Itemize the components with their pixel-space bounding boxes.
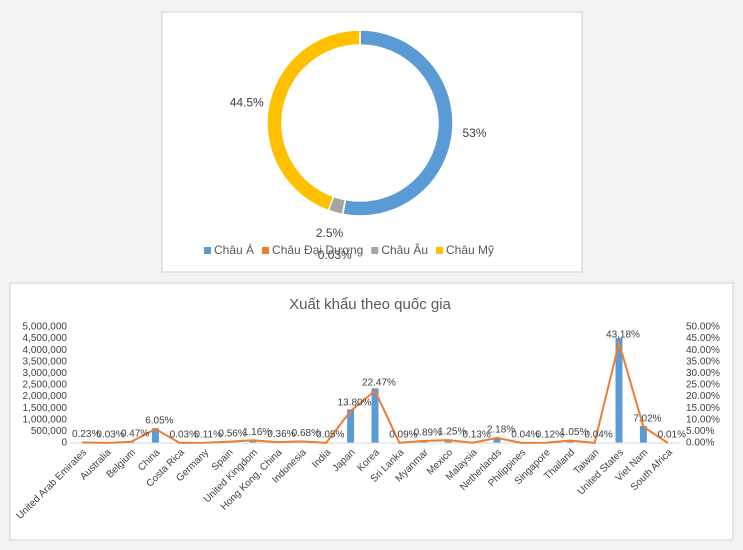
bar: [493, 437, 501, 443]
y2-tick-label: 20.00%: [686, 391, 720, 402]
data-label: 1.16%: [243, 427, 271, 438]
y2-tick-label: 10.00%: [686, 414, 720, 425]
y-tick-label: 2,000,000: [23, 391, 68, 402]
bar: [347, 409, 355, 443]
data-label: 2.5%: [316, 226, 344, 240]
data-label: 0.12%: [536, 429, 564, 440]
data-label: 0.05%: [316, 430, 344, 441]
data-label: 1.05%: [560, 427, 588, 438]
y-tick-label: 5,000,000: [23, 322, 68, 333]
y2-tick-label: 30.00%: [686, 368, 720, 379]
legend-label: Châu Á: [214, 242, 254, 257]
bar: [444, 439, 452, 443]
y2-tick-label: 45.00%: [686, 333, 720, 344]
y2-tick-label: 35.00%: [686, 356, 720, 367]
data-label: 53%: [462, 126, 486, 140]
line: [82, 338, 669, 444]
y-tick-label: 3,500,000: [23, 356, 68, 367]
bar: [615, 337, 623, 443]
legend-swatch: [371, 247, 379, 254]
legend-swatch: [262, 247, 270, 254]
data-label: 43.18%: [606, 329, 640, 340]
bar: [249, 440, 257, 443]
data-label: 0.11%: [194, 429, 222, 440]
donut-slice: [266, 29, 361, 212]
data-label: 0.23%: [72, 429, 100, 440]
data-label: 0.03%: [96, 430, 124, 441]
y2-tick-label: 50.00%: [686, 322, 720, 333]
y-tick-label: 1,000,000: [23, 414, 68, 425]
y2-tick-label: 25.00%: [686, 380, 720, 391]
data-label: 0.04%: [584, 430, 612, 441]
y-tick-label: 500,000: [31, 426, 68, 437]
y2-tick-label: 15.00%: [686, 403, 720, 414]
data-label: 0.03%: [318, 248, 352, 262]
legend-swatch: [436, 247, 444, 254]
legend-label: Châu Đại Dương: [272, 243, 363, 257]
legend-swatch: [204, 247, 211, 254]
y-tick-label: 3,000,000: [23, 368, 68, 379]
data-label: 7.02%: [633, 413, 661, 424]
y2-tick-label: 0.00%: [686, 438, 714, 449]
data-label: 1.25%: [438, 427, 466, 438]
chart-title: Xuất khẩu theo quốc gia: [289, 296, 451, 313]
data-label: 0.09%: [389, 429, 417, 440]
y2-tick-label: 40.00%: [686, 345, 720, 356]
data-label: 0.03%: [170, 430, 198, 441]
data-label: 13.80%: [338, 398, 372, 409]
data-label: 0.56%: [218, 428, 246, 439]
data-label: 0.89%: [414, 428, 442, 439]
data-label: 0.13%: [462, 429, 490, 440]
data-label: 0.47%: [121, 429, 149, 440]
data-label: 6.05%: [145, 416, 173, 427]
data-label: 0.68%: [292, 428, 320, 439]
bar: [566, 440, 574, 443]
data-label: 2.18%: [487, 425, 515, 436]
data-label: 0.04%: [511, 430, 539, 441]
y2-tick-label: 5.00%: [686, 426, 714, 437]
data-label: 0.01%: [658, 430, 686, 441]
bar: [371, 388, 379, 443]
data-label: 0.36%: [267, 429, 295, 440]
y-tick-label: 4,500,000: [23, 333, 68, 344]
legend-label: Châu Mỹ: [446, 243, 494, 257]
y-tick-label: 1,500,000: [23, 403, 68, 414]
y-tick-label: 2,500,000: [23, 380, 68, 391]
donut-panel: [161, 11, 583, 273]
bar: [639, 425, 647, 443]
legend-label: Châu Âu: [381, 242, 428, 257]
y-tick-label: 4,000,000: [23, 345, 68, 356]
bar: [151, 428, 159, 443]
y-tick-label: 0: [61, 438, 67, 449]
data-label: 22.47%: [362, 378, 396, 389]
data-label: 44.5%: [230, 95, 264, 109]
